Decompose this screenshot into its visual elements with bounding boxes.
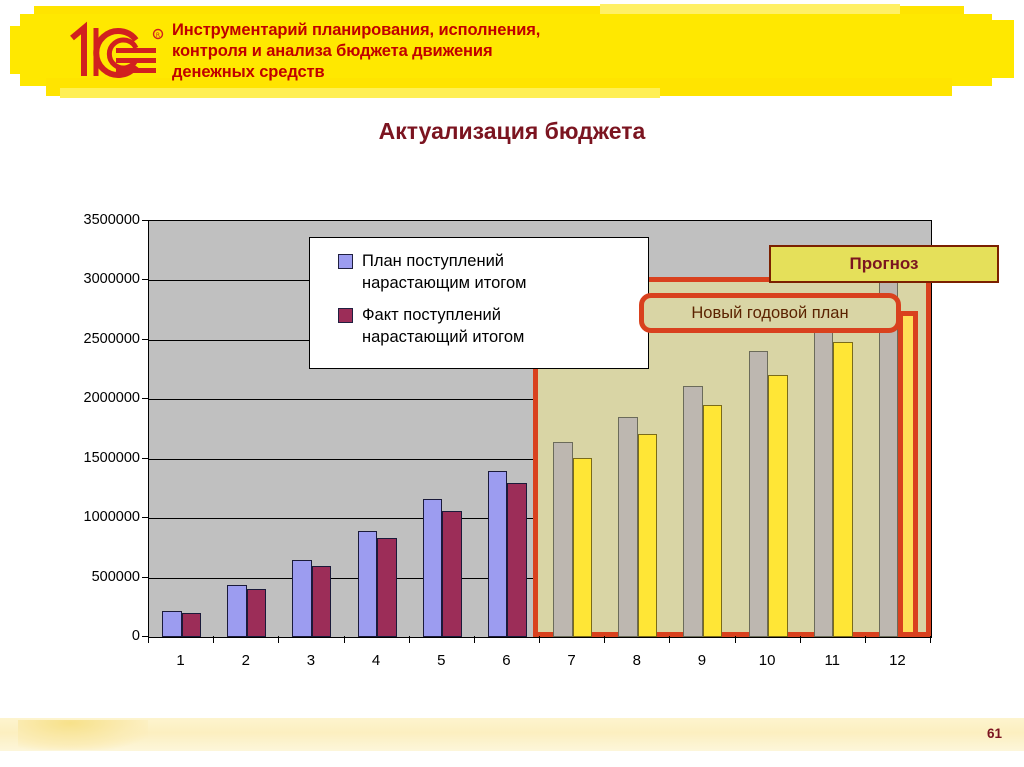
- page-title: Актуализация бюджета: [378, 118, 646, 144]
- y-axis-tick-label: 1500000: [83, 449, 140, 466]
- x-axis-tick-label: 8: [632, 652, 641, 669]
- banner-brush-stroke: [20, 14, 992, 86]
- footer-swoosh-decoration: [18, 720, 148, 750]
- bar-4-2: [377, 538, 397, 637]
- bar-6-1: [487, 470, 508, 637]
- x-axis-tick-mark: [799, 636, 801, 643]
- bar-3-1: [292, 559, 312, 637]
- bar-3-2: [311, 565, 332, 637]
- banner-brush-stroke: [10, 26, 50, 74]
- chart-plot-area: План поступлений нарастающим итогом Факт…: [148, 220, 999, 638]
- x-axis-tick-label: 5: [437, 652, 446, 669]
- y-axis-tick-label: 3000000: [83, 271, 140, 288]
- svg-text:R: R: [156, 32, 160, 39]
- bar-6-2: [507, 483, 527, 637]
- x-axis-tick-mark: [473, 636, 475, 643]
- y-axis-tick-mark: [142, 338, 148, 340]
- legend-swatch-fact: [338, 308, 353, 323]
- y-axis-tick-label: 1000000: [83, 509, 140, 526]
- bar-highlighted-12: [898, 310, 918, 637]
- bar-2-1: [227, 585, 247, 637]
- bar-chart: План поступлений нарастающим итогом Факт…: [50, 205, 999, 675]
- callout-forecast: Прогноз: [769, 245, 999, 283]
- x-axis-tick-mark: [539, 636, 540, 643]
- footer-band: [0, 718, 1024, 751]
- y-axis-tick-label: 0: [131, 628, 140, 644]
- y-axis-tick-mark: [142, 517, 148, 519]
- y-axis-tick-mark: [142, 576, 148, 578]
- y-axis-tick-mark: [142, 457, 148, 459]
- x-axis-tick-mark: [278, 636, 280, 643]
- banner-brush-stroke: [600, 4, 900, 14]
- bar-11-3: [813, 317, 834, 637]
- bar-8-4: [637, 434, 658, 637]
- bar-4-1: [357, 531, 378, 637]
- bar-7-4: [572, 457, 593, 637]
- x-axis-tick-mark: [148, 636, 149, 643]
- bar-2-2: [246, 588, 267, 637]
- bar-5-2: [442, 511, 462, 637]
- y-axis-tick-mark: [142, 398, 148, 400]
- x-axis-tick-label: 2: [241, 652, 250, 669]
- bar-9-4: [702, 405, 723, 637]
- callout-new-annual-plan: Новый годовой план: [639, 293, 901, 333]
- x-axis-tick-label: 9: [697, 652, 707, 669]
- header-banner: R Инструментарий планирования, исполнени…: [0, 0, 1024, 104]
- bar-10-4: [768, 374, 788, 637]
- chart-legend: План поступлений нарастающим итогом Факт…: [309, 237, 649, 369]
- x-axis-tick-mark: [408, 636, 410, 643]
- bar-11-4: [833, 342, 853, 637]
- x-axis-tick-label: 3: [306, 652, 316, 669]
- x-axis-tick-mark: [343, 636, 345, 643]
- legend-label-fact: Факт поступлений нарастающий итогом: [362, 306, 525, 346]
- x-axis-tick-label: 1: [176, 652, 185, 669]
- y-axis-tick-label: 3500000: [83, 212, 140, 228]
- x-axis-tick-label: 11: [824, 652, 841, 669]
- legend-label-plan: План поступлений нарастающим итогом: [362, 252, 527, 292]
- bar-9-3: [683, 386, 703, 637]
- x-axis-tick-mark: [604, 636, 606, 643]
- 1c-logo-icon: R: [70, 21, 164, 78]
- x-axis-tick-label: 12: [889, 652, 906, 669]
- x-axis-tick-mark: [734, 636, 736, 643]
- y-axis-tick-label: 500000: [91, 568, 140, 585]
- bar-10-3: [748, 350, 769, 637]
- x-axis-tick-label: 6: [502, 652, 511, 669]
- y-axis-tick-mark: [142, 220, 148, 221]
- y-axis-tick-label: 2500000: [83, 330, 140, 347]
- y-axis-tick-mark: [142, 636, 148, 637]
- banner-brush-stroke: [60, 88, 660, 98]
- y-axis-tick-mark: [142, 279, 148, 281]
- x-axis-tick-label: 4: [371, 652, 381, 669]
- x-axis-tick-mark: [213, 636, 215, 643]
- x-axis-tick-mark: [864, 636, 866, 643]
- banner-brush-stroke: [984, 20, 1014, 78]
- y-axis-tick-label: 2000000: [83, 390, 140, 407]
- header-title: Инструментарий планирования, исполнения,…: [172, 21, 541, 81]
- x-axis-tick-label: 7: [567, 652, 576, 669]
- x-axis-tick-label: 10: [758, 652, 776, 669]
- bar-5-1: [422, 499, 443, 637]
- bar-1-2: [181, 612, 202, 637]
- legend-swatch-plan: [338, 254, 353, 269]
- bar-1-1: [162, 611, 182, 637]
- legend-item: План поступлений нарастающим итогом: [338, 250, 638, 294]
- page-number: 61: [986, 726, 1002, 741]
- x-axis-tick-mark: [930, 636, 931, 643]
- legend-item: Факт поступлений нарастающий итогом: [338, 304, 638, 348]
- bar-8-3: [618, 417, 638, 637]
- x-axis-tick-mark: [669, 636, 671, 643]
- bar-7-3: [553, 442, 573, 637]
